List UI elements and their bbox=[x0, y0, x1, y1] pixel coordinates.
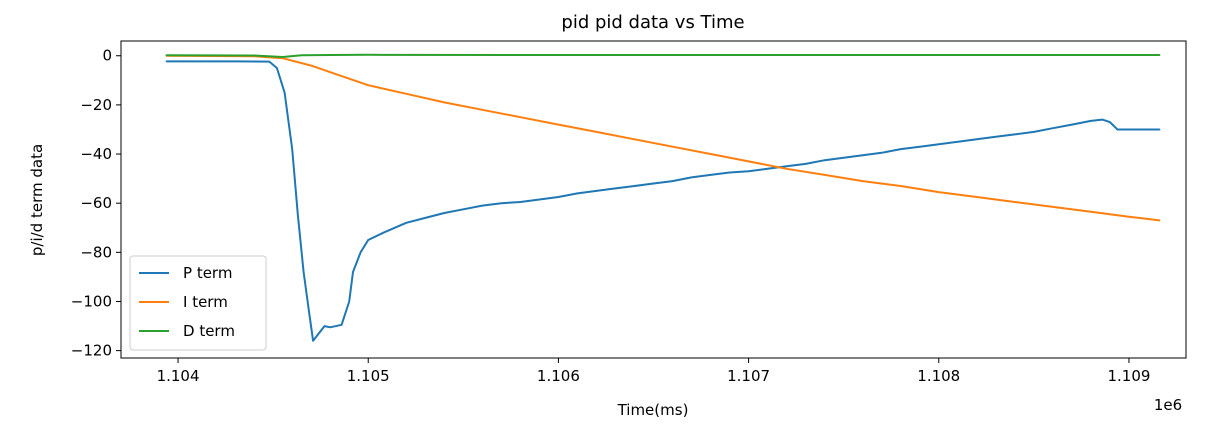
legend-box bbox=[129, 255, 267, 351]
y-tick-label: −20 bbox=[80, 96, 112, 114]
x-tick-label: 1.109 bbox=[1107, 367, 1150, 385]
x-axis-label: Time(ms) bbox=[617, 401, 689, 419]
plot-area bbox=[120, 40, 1187, 359]
legend-label-1: I term bbox=[183, 293, 228, 311]
x-tick-label: 1.104 bbox=[157, 367, 200, 385]
y-tick-label: −120 bbox=[71, 342, 112, 360]
x-tick-label: 1.108 bbox=[917, 367, 960, 385]
plot-frame bbox=[120, 40, 1187, 359]
legend: P term I term D term bbox=[129, 255, 267, 351]
x-tick-label: 1.105 bbox=[347, 367, 390, 385]
x-tick-label: 1.106 bbox=[537, 367, 580, 385]
legend-label-0: P term bbox=[183, 264, 232, 282]
x-tick-label: 1.107 bbox=[727, 367, 770, 385]
x-axis-offset-label: 1e6 bbox=[1154, 396, 1182, 414]
series-line-0 bbox=[165, 60, 1161, 342]
x-axis: 1.104 1.105 1.106 1.107 1.108 1.109 bbox=[157, 358, 1150, 385]
y-axis-label: p/i/d term data bbox=[28, 144, 46, 256]
y-tick-label: −40 bbox=[80, 145, 112, 163]
y-tick-label: −80 bbox=[80, 243, 112, 261]
y-tick-label: 0 bbox=[102, 47, 112, 65]
legend-label-2: D term bbox=[183, 322, 235, 340]
chart-title: pid pid data vs Time bbox=[561, 12, 744, 33]
y-tick-label: −100 bbox=[71, 292, 112, 310]
y-tick-label: −60 bbox=[80, 194, 112, 212]
series-line-2 bbox=[165, 53, 1161, 58]
series-line-1 bbox=[165, 54, 1161, 222]
y-axis: 0 −20 −40 −60 −80 −100 −120 bbox=[71, 47, 121, 360]
